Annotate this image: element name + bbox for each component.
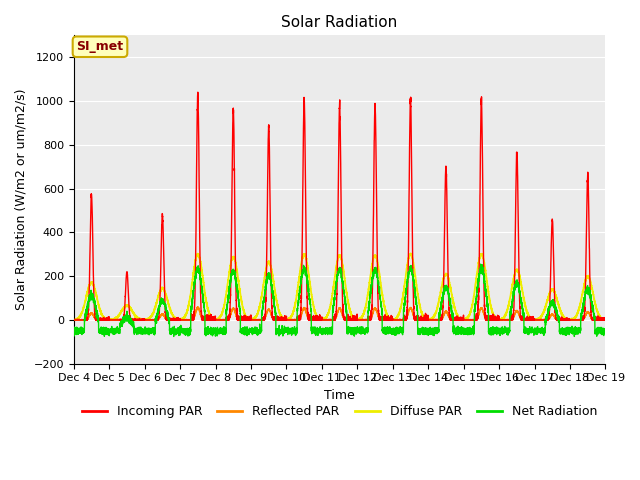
Text: SI_met: SI_met: [76, 40, 124, 53]
X-axis label: Time: Time: [324, 389, 355, 402]
Y-axis label: Solar Radiation (W/m2 or um/m2/s): Solar Radiation (W/m2 or um/m2/s): [15, 89, 28, 310]
Title: Solar Radiation: Solar Radiation: [282, 15, 397, 30]
Legend: Incoming PAR, Reflected PAR, Diffuse PAR, Net Radiation: Incoming PAR, Reflected PAR, Diffuse PAR…: [77, 400, 602, 423]
